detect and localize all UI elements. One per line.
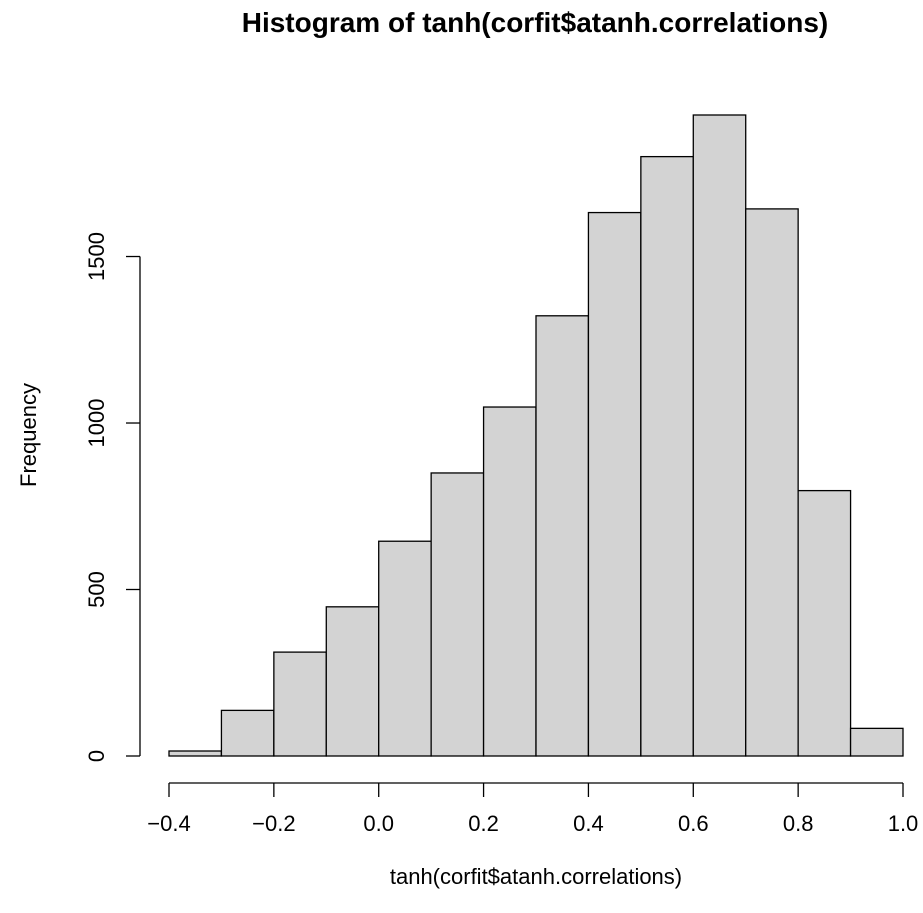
histogram-bar bbox=[378, 540, 432, 757]
x-axis: −0.4 −0.2 0.0 0.2 0.4 0.6 0.8 1.0 bbox=[147, 782, 919, 836]
histogram-bar bbox=[849, 727, 904, 757]
histogram-bar bbox=[482, 406, 537, 757]
x-tick-label: 0.8 bbox=[783, 811, 814, 836]
histogram-bar bbox=[168, 750, 223, 757]
x-tick-label: 0.4 bbox=[573, 811, 604, 836]
x-tick-label: 0.0 bbox=[363, 811, 394, 836]
x-tick-label: 1.0 bbox=[888, 811, 919, 836]
histogram-bar bbox=[587, 211, 642, 757]
y-tick-label: 500 bbox=[84, 571, 109, 608]
x-axis-label: tanh(corfit$atanh.correlations) bbox=[390, 864, 682, 889]
y-axis: 0 500 1000 1500 bbox=[84, 232, 141, 762]
histogram-bar bbox=[745, 208, 799, 757]
bars-group bbox=[168, 114, 904, 757]
histogram-bar bbox=[430, 472, 485, 757]
chart-title: Histogram of tanh(corfit$atanh.correlati… bbox=[242, 7, 829, 38]
y-tick-label: 1500 bbox=[84, 232, 109, 281]
x-tick-label: 0.2 bbox=[468, 811, 499, 836]
x-tick-label: −0.4 bbox=[147, 811, 190, 836]
y-axis-label: Frequency bbox=[16, 383, 41, 487]
histogram-bar bbox=[692, 114, 747, 757]
y-tick-label: 1000 bbox=[84, 399, 109, 448]
y-tick-label: 0 bbox=[84, 750, 109, 762]
x-tick-label: −0.2 bbox=[252, 811, 295, 836]
histogram-bar bbox=[325, 606, 380, 757]
histogram-bar bbox=[535, 315, 590, 757]
x-tick-label: 0.6 bbox=[678, 811, 709, 836]
histogram-bar bbox=[220, 709, 275, 757]
histogram-bar bbox=[273, 651, 327, 757]
histogram-bar bbox=[640, 155, 694, 757]
histogram-bar bbox=[797, 489, 852, 757]
